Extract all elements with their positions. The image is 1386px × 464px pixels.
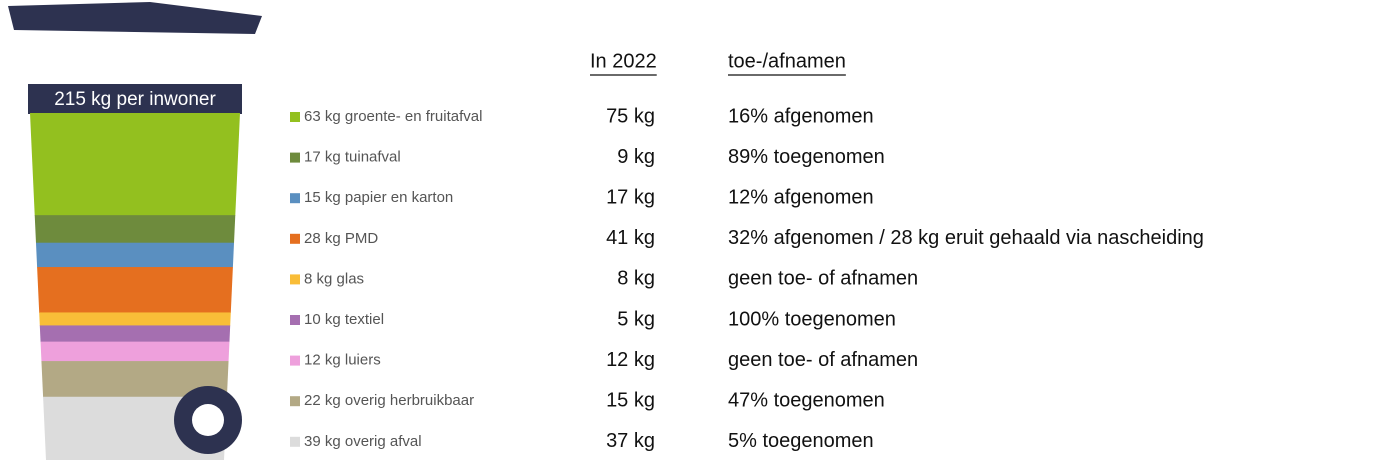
legend-swatch	[290, 193, 300, 203]
legend-swatch	[290, 396, 300, 406]
column-header: In 2022	[590, 50, 657, 72]
bin-layer	[20, 342, 260, 362]
legend-swatch	[290, 112, 300, 122]
change: 32% afgenomen / 28 kg eruit gehaald via …	[728, 227, 1204, 249]
amount-2022: 8 kg	[617, 268, 655, 290]
change: geen toe- of afnamen	[728, 349, 918, 371]
legend-swatch	[290, 356, 300, 366]
legend-swatch	[290, 274, 300, 284]
change: 12% afgenomen	[728, 186, 874, 208]
change: 100% toegenomen	[728, 308, 896, 330]
amount-2022: 5 kg	[617, 308, 655, 330]
legend-label: 63 kg groente- en fruitafval	[304, 108, 482, 125]
change: 89% toegenomen	[728, 146, 885, 168]
column-header: toe-/afnamen	[728, 50, 846, 72]
amount-2022: 41 kg	[606, 227, 655, 249]
amount-2022: 75 kg	[606, 105, 655, 127]
legend-label: 12 kg luiers	[304, 352, 381, 369]
legend-swatch	[290, 315, 300, 325]
legend-label: 28 kg PMD	[304, 230, 378, 247]
bin-layer	[20, 312, 260, 325]
bin-layer	[20, 267, 260, 313]
infographic: 215 kg per inwoner 63 kg groente- en fru…	[0, 0, 1386, 464]
bin-lid	[8, 2, 262, 34]
amount-2022: 37 kg	[606, 430, 655, 452]
legend-label: 15 kg papier en karton	[304, 189, 453, 206]
change: 5% toegenomen	[728, 430, 874, 452]
legend-label: 39 kg overig afval	[304, 433, 422, 450]
legend-label: 22 kg overig herbruikbaar	[304, 392, 474, 409]
chart-title: 215 kg per inwoner	[54, 89, 216, 110]
change: geen toe- of afnamen	[728, 268, 918, 290]
legend-label: 17 kg tuinafval	[304, 149, 401, 166]
bin-layer	[20, 243, 260, 268]
amount-2022: 17 kg	[606, 186, 655, 208]
bin-layer	[20, 113, 260, 216]
legend-label: 8 kg glas	[304, 270, 364, 287]
wheel-hub	[192, 404, 224, 436]
amount-2022: 12 kg	[606, 349, 655, 371]
change: 16% afgenomen	[728, 105, 874, 127]
amount-2022: 9 kg	[617, 146, 655, 168]
change: 47% toegenomen	[728, 389, 885, 411]
legend-swatch	[290, 153, 300, 163]
legend-label: 10 kg textiel	[304, 311, 384, 328]
bin-layer	[20, 325, 260, 342]
amount-2022: 15 kg	[606, 389, 655, 411]
legend-swatch	[290, 437, 300, 447]
legend-swatch	[290, 234, 300, 244]
bin-layer	[20, 215, 260, 243]
